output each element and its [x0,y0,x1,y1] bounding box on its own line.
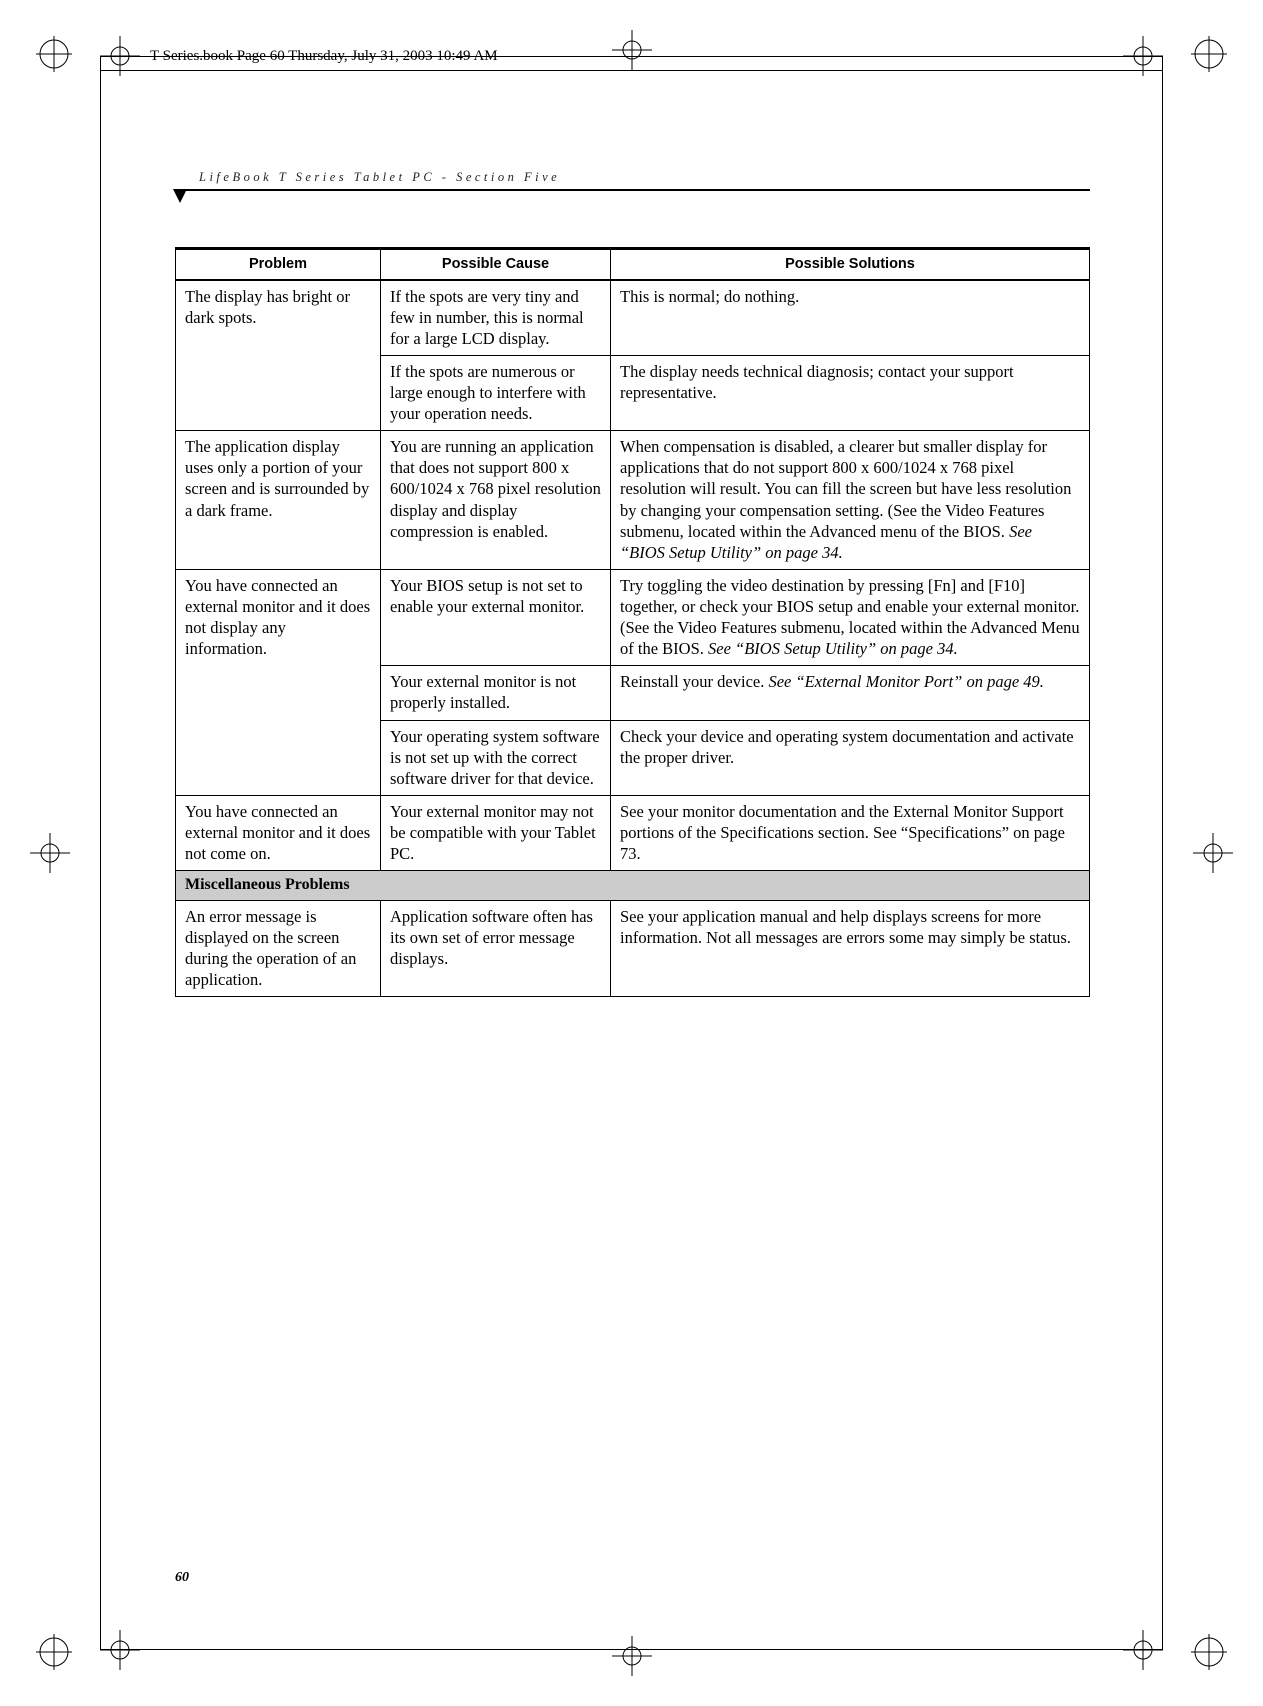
table-cell: Try toggling the video destination by pr… [611,569,1090,665]
table-cell: The application display uses only a port… [176,431,381,570]
table-cell: Your external monitor may not be compati… [381,795,611,870]
table-header-row: Problem Possible Cause Possible Solution… [176,249,1090,280]
table-cell: Miscellaneous Problems [176,871,1090,900]
table-cell: Check your device and operating system d… [611,720,1090,795]
th-cause: Possible Cause [381,249,611,280]
header-info: T Series.book Page 60 Thursday, July 31,… [150,48,498,65]
running-head: LifeBook T Series Tablet PC - Section Fi… [199,170,1090,185]
table-cell: This is normal; do nothing. [611,280,1090,356]
table-cell: See your monitor documentation and the E… [611,795,1090,870]
table-cell: You have connected an external monitor a… [176,795,381,870]
table-cell: When compensation is disabled, a clearer… [611,431,1090,570]
frame-left [100,56,101,1650]
table-cell: Reinstall your device. See “External Mon… [611,666,1090,720]
table-cell: The display needs technical diagnosis; c… [611,355,1090,430]
frame-right [1162,56,1163,1650]
crop-mark-bl [36,1634,72,1670]
table-row: You have connected an external monitor a… [176,795,1090,870]
table-cell: Your operating system software is not se… [381,720,611,795]
table-cell: An error message is displayed on the scr… [176,900,381,996]
crop-mark-tr [1191,36,1227,72]
table-cell: Application software often has its own s… [381,900,611,996]
table-cell: If the spots are numerous or large enoug… [381,355,611,430]
table-row: You have connected an external monitor a… [176,569,1090,665]
th-problem: Problem [176,249,381,280]
table-row: The application display uses only a port… [176,431,1090,570]
reg-mark-bl2 [100,1630,140,1670]
crop-mark-br [1191,1634,1227,1670]
reg-mark-left [30,833,70,873]
reg-mark-top [612,30,652,70]
frame-bottom [100,1649,1163,1650]
page-number: 60 [175,1570,189,1586]
table-cell: See your application manual and help dis… [611,900,1090,996]
table-cell: The display has bright or dark spots. [176,280,381,431]
section-row: Miscellaneous Problems [176,871,1090,900]
crop-mark-tl [36,36,72,72]
table-cell: You have connected an external monitor a… [176,569,381,795]
th-solution: Possible Solutions [611,249,1090,280]
reg-mark-right [1193,833,1233,873]
table-cell: You are running an application that does… [381,431,611,570]
table-cell: Your external monitor is not properly in… [381,666,611,720]
troubleshooting-table: Problem Possible Cause Possible Solution… [175,247,1090,997]
table-row: The display has bright or dark spots.If … [176,280,1090,356]
table-row: An error message is displayed on the scr… [176,900,1090,996]
table-cell: Your BIOS setup is not set to enable you… [381,569,611,665]
reg-mark-bottom [612,1636,652,1676]
reg-mark-br2 [1123,1630,1163,1670]
page-content: LifeBook T Series Tablet PC - Section Fi… [175,170,1090,997]
head-marker [175,189,1090,199]
table-cell: If the spots are very tiny and few in nu… [381,280,611,356]
header-rule [100,70,1163,71]
